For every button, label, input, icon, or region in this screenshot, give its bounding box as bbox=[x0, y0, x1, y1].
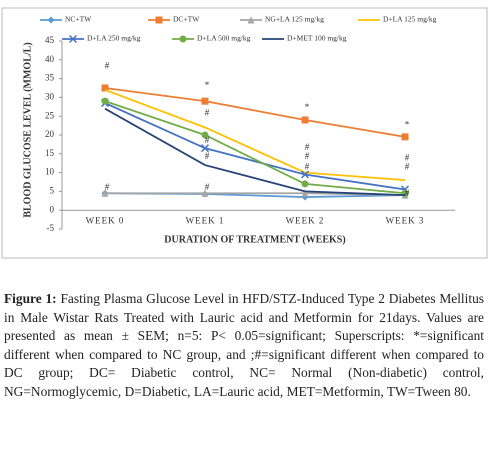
annotation: * bbox=[305, 102, 310, 112]
y-tick-label: 20 bbox=[45, 129, 55, 139]
legend-label: NC+TW bbox=[65, 15, 92, 24]
legend-label: NG+LA 125 mg/kg bbox=[265, 15, 324, 24]
series-line bbox=[105, 192, 406, 197]
x-tick-label: WEEK 3 bbox=[386, 215, 425, 225]
y-tick-label: 0 bbox=[50, 204, 55, 214]
annotation: # bbox=[405, 152, 410, 162]
legend-label: DC+TW bbox=[173, 15, 200, 24]
x-tick-label: WEEK 0 bbox=[86, 215, 125, 225]
marker bbox=[101, 84, 109, 92]
marker bbox=[401, 133, 409, 141]
annotation: # bbox=[405, 188, 410, 198]
caption: Figure 1: Fasting Plasma Glucose Level i… bbox=[4, 290, 484, 402]
annotation: # bbox=[205, 135, 210, 145]
marker bbox=[200, 144, 210, 153]
y-tick-label: 5 bbox=[50, 185, 55, 195]
annotation: # bbox=[105, 60, 110, 70]
annotation: # bbox=[205, 182, 210, 192]
marker bbox=[101, 189, 109, 197]
series-line bbox=[104, 107, 406, 197]
annotation: # bbox=[405, 161, 410, 171]
marker bbox=[201, 131, 209, 139]
legend-label: D+LA 250 mg/kg bbox=[87, 34, 141, 43]
x-tick-label: WEEK 1 bbox=[186, 215, 225, 225]
y-tick-label: 10 bbox=[45, 167, 55, 177]
marker bbox=[301, 189, 309, 197]
annotation: # bbox=[105, 182, 110, 192]
y-tick-label: 45 bbox=[45, 35, 55, 45]
annotation: # bbox=[305, 161, 310, 171]
marker bbox=[179, 35, 187, 43]
marker bbox=[101, 97, 109, 105]
annotation: * bbox=[205, 80, 210, 90]
x-axis-title: DURATION OF TREATMENT (WEEKS) bbox=[164, 234, 345, 245]
marker bbox=[47, 16, 55, 24]
y-tick-label: 15 bbox=[45, 148, 55, 158]
y-tick-label: 30 bbox=[45, 91, 55, 101]
y-tick-label: 25 bbox=[45, 110, 55, 120]
annotation: # bbox=[305, 142, 310, 152]
annotation: # bbox=[205, 107, 210, 117]
y-tick-label: 35 bbox=[45, 73, 55, 83]
chart-frame bbox=[1, 7, 488, 259]
series-line bbox=[104, 102, 406, 191]
caption-text: Fasting Plasma Glucose Level in HFD/STZ-… bbox=[4, 291, 484, 399]
series-line bbox=[104, 100, 406, 195]
annotation: * bbox=[405, 119, 410, 129]
marker bbox=[201, 97, 209, 105]
annotation: # bbox=[305, 151, 310, 161]
x-tick-label: WEEK 2 bbox=[286, 215, 325, 225]
marker bbox=[300, 170, 310, 179]
marker bbox=[301, 116, 309, 124]
y-tick-label: 40 bbox=[45, 54, 55, 64]
legend-label: D+MET 100 mg/kg bbox=[287, 34, 347, 43]
legend-label: D+LA 500 mg/kg bbox=[197, 34, 251, 43]
series-line bbox=[104, 87, 406, 138]
caption-label: Figure 1: bbox=[4, 291, 57, 306]
series-line bbox=[104, 89, 406, 182]
marker bbox=[247, 16, 255, 24]
marker bbox=[68, 34, 78, 44]
y-tick-label: -5 bbox=[47, 223, 55, 233]
y-axis-title: BLOOD GLUCOSE LEVEL (MMOL/L) bbox=[22, 42, 33, 217]
legend-label: D+LA 125 mg/kg bbox=[383, 15, 437, 24]
marker bbox=[155, 16, 163, 24]
marker bbox=[201, 189, 209, 197]
annotation: # bbox=[205, 151, 210, 161]
marker bbox=[301, 180, 309, 188]
chart: BLOOD GLUCOSE LEVEL (MMOL/L) DURATION OF… bbox=[1, 7, 488, 259]
